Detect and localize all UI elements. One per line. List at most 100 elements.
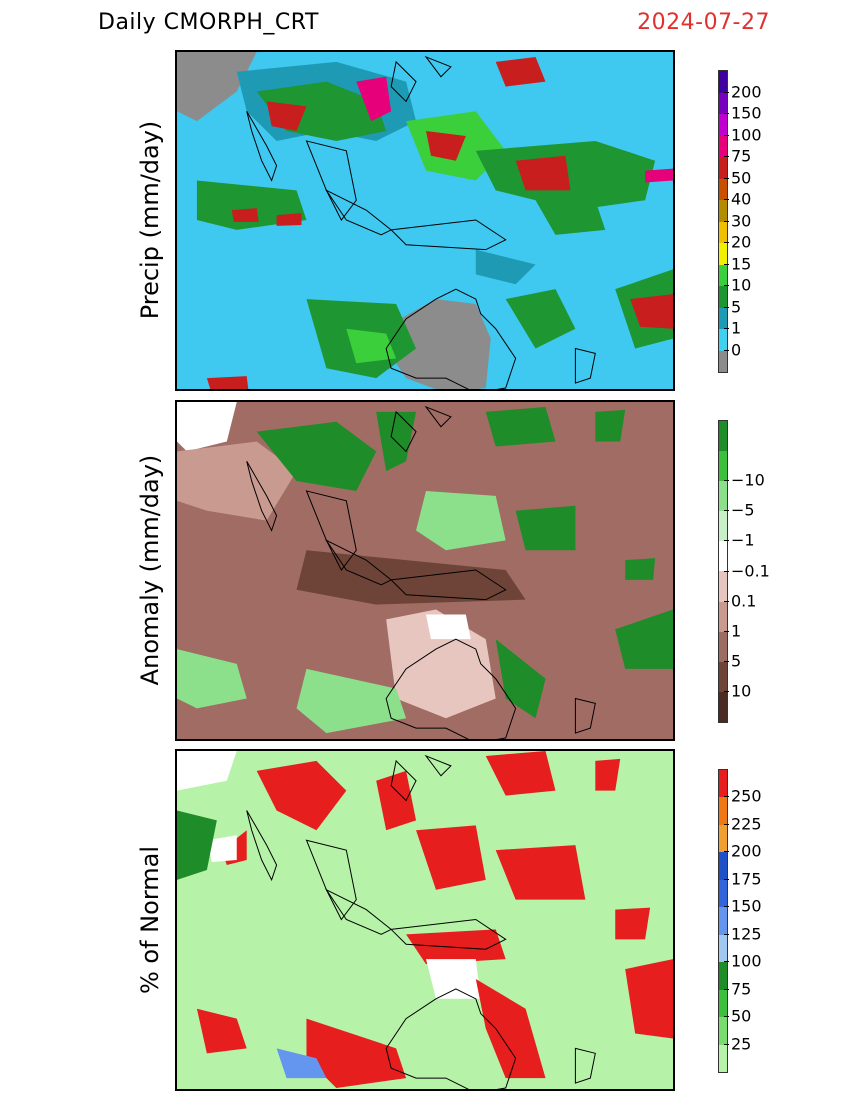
colorbar-tick-mark <box>724 600 729 602</box>
coastline <box>390 918 507 950</box>
colorbar-segment <box>719 481 727 512</box>
anomaly-field-region <box>425 614 471 640</box>
colorbar-tick-label: 25 <box>731 1034 752 1054</box>
colorbar-segment <box>719 307 727 329</box>
percent-field-region <box>485 751 556 796</box>
anomaly-field-region <box>485 406 556 447</box>
colorbar-segment <box>719 934 727 963</box>
colorbar-tick-mark <box>724 540 729 542</box>
colorbar-tick-mark <box>724 1016 729 1018</box>
coastline <box>390 569 507 601</box>
colorbar-tick-label: 200 <box>731 841 762 861</box>
colorbar-tick-mark <box>724 961 729 963</box>
colorbar-segment <box>719 989 727 1018</box>
colorbar-tick-mark <box>724 480 729 482</box>
colorbar-tick-mark <box>724 91 729 93</box>
colorbar-tick-label: 10 <box>731 275 752 295</box>
coastline <box>390 410 417 453</box>
colorbar-tick-label: 250 <box>731 786 762 806</box>
colorbar-segment <box>719 221 727 243</box>
colorbar-tick-label: −1 <box>731 530 755 550</box>
anomaly-field-region <box>416 490 506 551</box>
percent-field-region <box>425 959 481 999</box>
precip-field-region <box>276 213 302 226</box>
colorbar-tick-label: 50 <box>731 168 752 187</box>
colorbar-tick-label: 100 <box>731 951 762 971</box>
percent-field-region <box>625 959 673 1039</box>
coastline <box>424 55 452 78</box>
precip-field-region <box>535 200 606 235</box>
anomaly-colorbar-strip <box>718 420 728 723</box>
colorbar-tick-mark <box>724 823 729 825</box>
colorbar-segment <box>719 451 727 482</box>
colorbar-tick-mark <box>724 933 729 935</box>
coastline <box>390 219 507 251</box>
colorbar-tick-label: 150 <box>731 896 762 916</box>
colorbar-tick-mark <box>724 349 729 351</box>
colorbar-tick-label: 20 <box>731 232 752 252</box>
colorbar-segment <box>719 631 727 662</box>
colorbar-segment <box>719 286 727 308</box>
coastline <box>324 189 393 236</box>
anomaly-field-region <box>296 668 407 734</box>
colorbar-tick-label: 200 <box>731 82 762 101</box>
colorbar-tick-label: 50 <box>731 1006 752 1026</box>
colorbar-tick-label: 75 <box>731 146 752 166</box>
colorbar-segment <box>719 350 727 372</box>
coastline <box>305 839 357 921</box>
precip-field-region <box>475 249 536 285</box>
percent-field-region <box>475 978 546 1079</box>
colorbar-tick-mark <box>724 306 729 308</box>
colorbar-tick-mark <box>724 796 729 798</box>
colorbar-segment <box>719 1044 727 1072</box>
coastline <box>574 1047 596 1084</box>
precip-field-region <box>645 168 673 183</box>
coastline <box>424 754 452 777</box>
colorbar-tick-label: −0.1 <box>731 561 770 580</box>
percent-field-region <box>376 770 417 831</box>
anomaly-field-region <box>615 609 673 669</box>
percent-background <box>177 751 673 1089</box>
colorbar-segment <box>719 135 727 157</box>
precip-colorbar-strip <box>718 70 728 373</box>
anomaly-field-region <box>177 441 297 521</box>
coastline <box>385 288 517 389</box>
coastline <box>390 60 417 103</box>
colorbar-segment <box>719 71 727 93</box>
colorbar-tick-label: 100 <box>731 125 762 144</box>
colorbar-tick-label: 0 <box>731 340 742 359</box>
colorbar-segment <box>719 824 727 853</box>
precip-field-region <box>515 155 571 191</box>
colorbar-tick-label: 40 <box>731 189 752 209</box>
precip-field-region <box>231 208 259 222</box>
precip-field-region <box>630 294 673 329</box>
coastline <box>324 888 393 935</box>
precip-ylabel: Precip (mm/day) <box>136 120 164 320</box>
percent-field-region <box>595 758 621 791</box>
colorbar-tick-mark <box>724 113 729 114</box>
colorbar-tick-label: 10 <box>731 681 752 701</box>
anomaly-field-region <box>625 558 656 580</box>
percent-field-region <box>615 907 651 940</box>
colorbar-tick-mark <box>724 242 729 243</box>
coastline <box>385 988 517 1089</box>
colorbar-tick-label: 150 <box>731 103 762 123</box>
colorbar-tick-label: 15 <box>731 254 752 273</box>
percent-field-region <box>495 845 586 900</box>
colorbar-tick-mark <box>724 570 729 572</box>
precip-map-svg <box>177 52 673 389</box>
percent-field-region <box>306 1018 407 1089</box>
colorbar-tick-mark <box>724 285 729 286</box>
colorbar-segment <box>719 907 727 935</box>
colorbar-segment <box>719 852 727 880</box>
colorbar-tick-mark <box>724 134 729 136</box>
colorbar-tick-label: 225 <box>731 814 762 834</box>
precip-field-region <box>425 131 466 161</box>
percent-field-region <box>177 751 237 791</box>
colorbar-tick-mark <box>724 878 729 880</box>
colorbar-tick-label: −5 <box>731 500 755 520</box>
colorbar-tick-mark <box>724 851 729 853</box>
coastline <box>574 697 596 734</box>
coastline <box>305 140 357 221</box>
colorbar-segment <box>719 264 727 286</box>
